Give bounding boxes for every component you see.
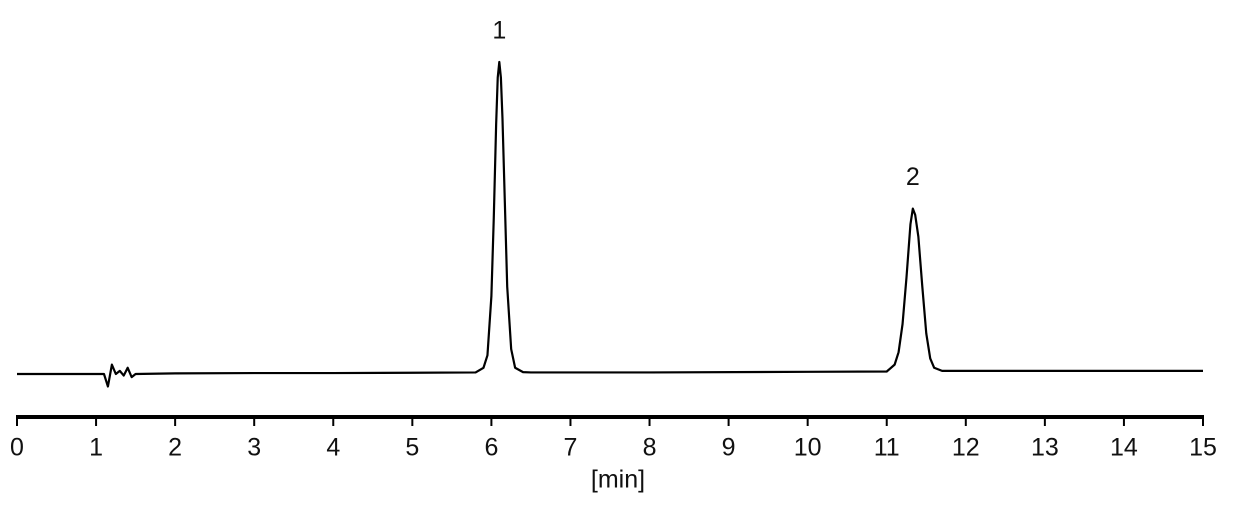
x-tick-label: 0 [10, 434, 24, 462]
x-tick-label: 10 [794, 434, 822, 462]
trace-line [17, 60, 1203, 388]
x-tick-label: 3 [247, 434, 261, 462]
x-tick-label: 6 [484, 434, 498, 462]
x-tick-label: 14 [1110, 434, 1138, 462]
peak-label: 1 [492, 17, 506, 45]
x-tick-label: 8 [643, 434, 657, 462]
x-tick-label: 4 [326, 434, 340, 462]
x-tick-label: 11 [874, 434, 900, 462]
x-tick-label: 15 [1189, 434, 1217, 462]
x-tick-label: 1 [89, 434, 103, 462]
x-tick-label: 7 [564, 434, 578, 462]
x-tick-label: 9 [722, 434, 736, 462]
x-tick-label: 2 [168, 434, 182, 462]
x-tick-label: 13 [1031, 434, 1059, 462]
x-tick-label: 12 [952, 434, 980, 462]
peak-label: 2 [906, 163, 920, 191]
x-axis-label: [min] [591, 466, 645, 494]
x-tick-label: 5 [405, 434, 419, 462]
